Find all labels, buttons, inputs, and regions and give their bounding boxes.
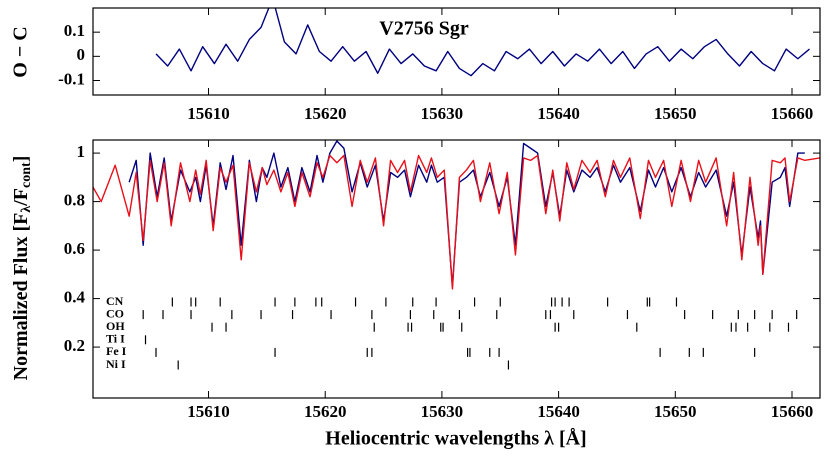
y-tick-label: 0.4 bbox=[64, 287, 86, 306]
plot-frame bbox=[92, 139, 821, 399]
y-tick-label: 0.8 bbox=[64, 190, 85, 209]
line-id-label: Ti I bbox=[106, 332, 125, 346]
spectrum-line bbox=[155, 8, 810, 77]
x-tick-label: 15630 bbox=[421, 402, 464, 421]
y-tick-label: -0.1 bbox=[58, 69, 85, 88]
line-id-label: Fe I bbox=[106, 344, 127, 358]
line-id-label: OH bbox=[106, 319, 125, 333]
x-tick-label: 15660 bbox=[771, 402, 814, 421]
y-label-part: Normalized Flux [F bbox=[10, 213, 32, 381]
x-tick-label: 15620 bbox=[304, 104, 347, 123]
x-tick-label: 15640 bbox=[537, 402, 580, 421]
x-tick-label: 15610 bbox=[187, 402, 230, 421]
y-tick-label: 0.2 bbox=[64, 336, 85, 355]
y-label-part: /F bbox=[10, 188, 32, 207]
x-tick-label: 15610 bbox=[187, 104, 230, 123]
y-axis-label: O − C bbox=[10, 26, 32, 77]
y-tick-label: 0.6 bbox=[64, 239, 85, 258]
x-tick-label: 15620 bbox=[304, 402, 347, 421]
y-tick-label: 0.1 bbox=[64, 21, 85, 40]
y-label-sub: λ bbox=[19, 206, 34, 213]
x-axis-label: Heliocentric wavelengths λ [Å] bbox=[325, 427, 586, 450]
spectrum-line bbox=[128, 140, 805, 288]
line-id-label: CN bbox=[106, 294, 124, 308]
y-axis-label: Normalized Flux [Fλ/Fcont] bbox=[10, 156, 35, 381]
y-tick-label: 1 bbox=[77, 142, 86, 161]
annotation: V2756 Sgr bbox=[379, 18, 469, 40]
line-id-label: CO bbox=[106, 306, 124, 320]
line-id-label: Ni I bbox=[106, 357, 126, 371]
x-tick-label: 15640 bbox=[537, 104, 580, 123]
plot-lines bbox=[93, 140, 820, 290]
plot-frame bbox=[92, 7, 821, 96]
x-tick-label: 15650 bbox=[654, 104, 697, 123]
y-tick-label: 0 bbox=[77, 45, 86, 64]
x-tick-label: 15630 bbox=[421, 104, 464, 123]
plot-lines bbox=[155, 8, 810, 77]
y-label-part: ] bbox=[10, 156, 32, 163]
spectrum-line bbox=[93, 154, 820, 290]
x-tick-label: 15660 bbox=[771, 104, 814, 123]
y-label-sub: cont bbox=[19, 162, 34, 188]
x-tick-label: 15650 bbox=[654, 402, 697, 421]
